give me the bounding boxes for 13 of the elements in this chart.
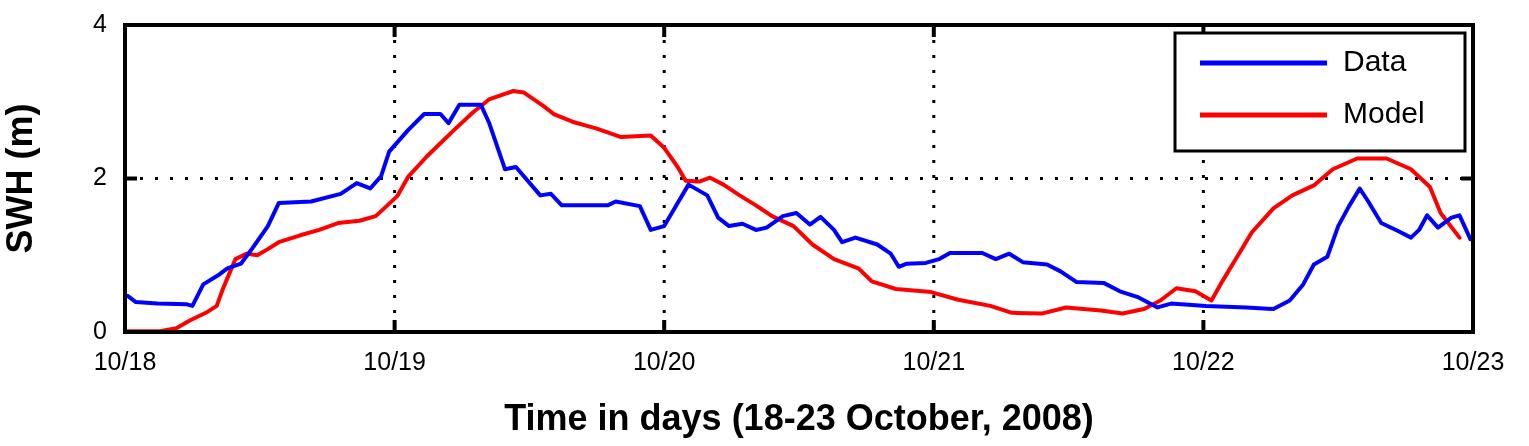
y-tick-label: 4: [93, 8, 108, 37]
x-tick-label: 10/22: [1172, 346, 1235, 375]
y-tick-label: 0: [93, 315, 107, 344]
x-tick-label: 10/19: [363, 346, 426, 375]
x-tick-label: 10/18: [93, 346, 157, 375]
x-tick-label: 10/23: [1441, 346, 1505, 375]
y-axis-title: SWH (m): [0, 103, 40, 254]
x-tick-label: 10/20: [632, 346, 696, 375]
x-axis-title: Time in days (18-23 October, 2008): [504, 397, 1094, 439]
legend-label: Data: [1343, 44, 1407, 78]
x-tick-label: 10/21: [902, 346, 966, 375]
y-tick-label: 2: [93, 162, 107, 191]
legend-label: Model: [1343, 96, 1425, 130]
